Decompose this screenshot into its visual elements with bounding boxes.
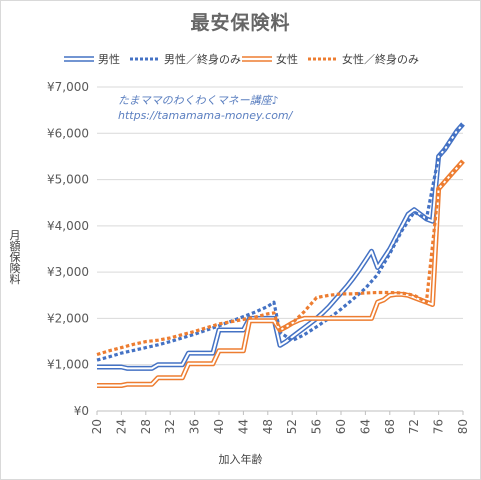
series-2-line-inner (97, 160, 464, 387)
x-tick-label-40: 40 (212, 419, 226, 434)
series-0-line-inner (97, 123, 464, 370)
watermark: たまママのわくわくマネー講座♪ https://tamamama-money.c… (118, 93, 292, 123)
legend-label-male-whole-life: 男性／終身のみ (164, 53, 241, 66)
legend-label-female-whole-life: 女性／終身のみ (342, 53, 419, 66)
x-tick-label-36: 36 (188, 419, 202, 434)
x-axis-ticks: 20 24 28 32 36 40 44 48 52 56 60 64 68 72 76 80 (90, 419, 470, 434)
y-tick-label-4000: ¥4,000 (47, 219, 89, 233)
y-tick-label-1000: ¥1,000 (47, 358, 89, 372)
x-axis-label: 加入年齢 (218, 453, 263, 466)
x-tick-label-72: 72 (407, 419, 421, 434)
legend-swatch-female (242, 56, 272, 62)
y-tick-label-6000: ¥6,000 (47, 126, 89, 140)
x-tick-label-64: 64 (358, 419, 372, 434)
x-tick-label-56: 56 (310, 419, 324, 434)
legend-swatch-female-whole-life (308, 57, 338, 61)
x-tick-label-48: 48 (261, 419, 275, 434)
legend-swatch-male-whole-life (130, 57, 160, 61)
x-tick-label-68: 68 (383, 419, 397, 434)
y-tick-label-5000: ¥5,000 (47, 173, 89, 187)
gridlines (96, 86, 464, 415)
y-axis-ticks: ¥0 ¥1,000 ¥2,000 ¥3,000 ¥4,000 ¥5,000 ¥6,000 ¥7… (47, 80, 89, 418)
y-tick-label-0: ¥0 (74, 404, 89, 418)
x-tick-label-44: 44 (236, 419, 250, 434)
x-tick-label-20: 20 (90, 419, 104, 434)
series-1-line-dotted (96, 123, 465, 362)
legend-label-female: 女性 (276, 53, 298, 66)
watermark-line1: たまママのわくわくマネー講座♪ (118, 94, 279, 107)
x-tick-label-28: 28 (139, 419, 153, 434)
legend-label-male: 男性 (98, 53, 120, 66)
x-tick-label-52: 52 (285, 419, 299, 434)
x-tick-label-60: 60 (334, 419, 348, 434)
y-tick-label-7000: ¥7,000 (47, 80, 89, 94)
legend-swatch-male (64, 56, 94, 62)
x-tick-label-80: 80 (456, 419, 470, 434)
x-tick-label-24: 24 (114, 419, 128, 434)
y-tick-label-2000: ¥2,000 (47, 311, 89, 325)
watermark-line2: https://tamamama-money.com/ (118, 109, 293, 122)
chart-title: 最安保険料 (190, 12, 291, 34)
y-tick-label-3000: ¥3,000 (47, 265, 89, 279)
series-group (96, 122, 465, 388)
x-tick-label-76: 76 (432, 419, 446, 434)
y-axis-label: 月額保険料 (9, 229, 21, 286)
series-2-line-outer (97, 159, 465, 388)
x-tick-label-32: 32 (163, 419, 177, 434)
series-3-line-dotted (96, 160, 465, 357)
